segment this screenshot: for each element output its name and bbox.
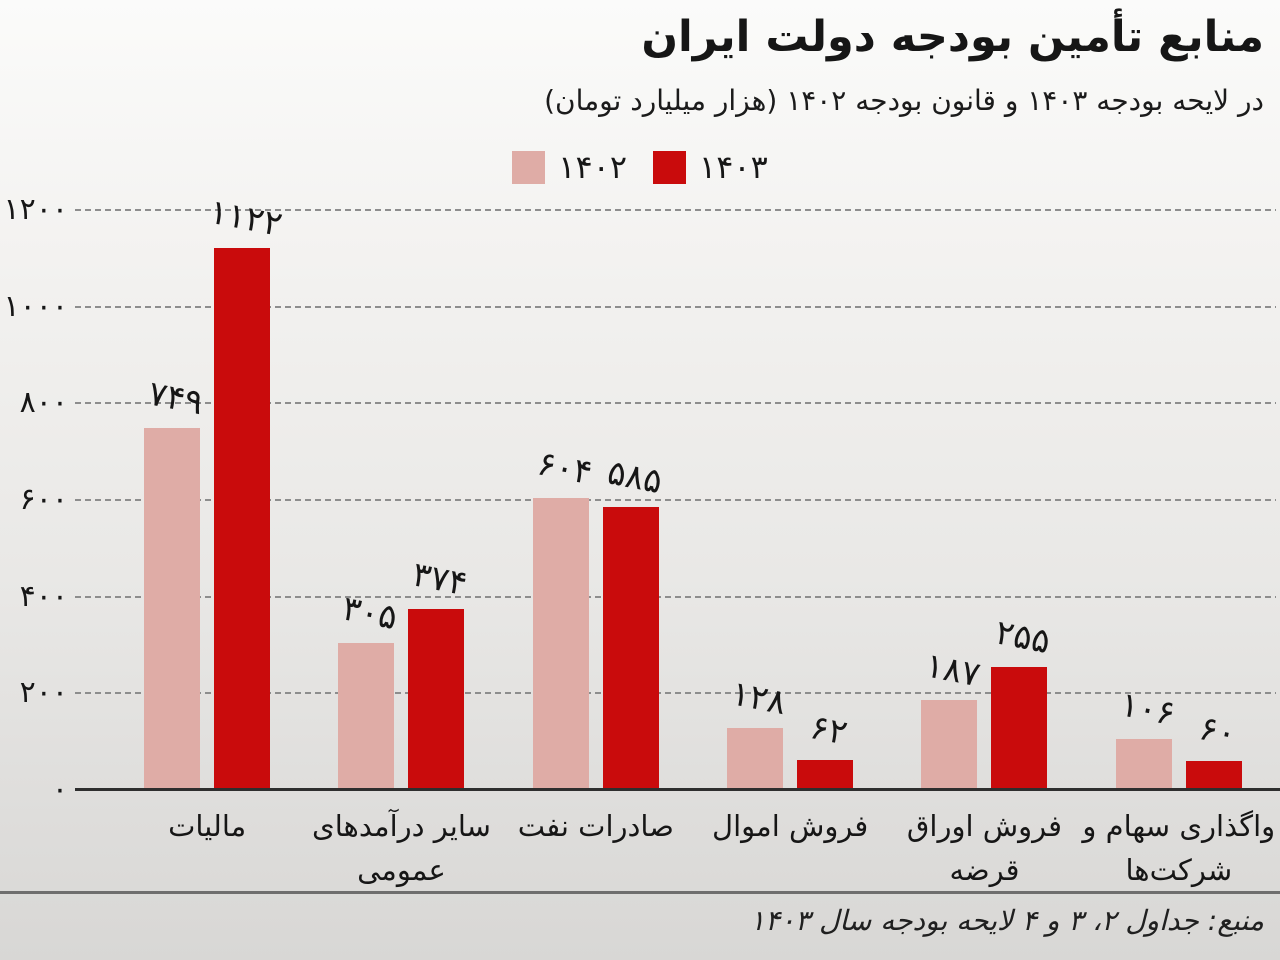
- bar-1402-cat4: ۱۸۷: [921, 646, 984, 790]
- category-label-line: سایر درآمدهای: [312, 809, 491, 843]
- bar-group-2: ۶۰۴ ۵۸۵: [499, 210, 693, 790]
- category-label-line: واگذاری سهام و: [1082, 809, 1276, 843]
- gridline-600: [75, 499, 1276, 501]
- category-label-line: شرکت‌ها: [1125, 853, 1233, 887]
- bar-value-label-1402-cat4: ۱۸۷: [922, 645, 984, 696]
- category-label-line: فروش اموال: [712, 809, 869, 843]
- y-tick-label-200: ۲۰۰: [19, 675, 68, 710]
- bar-group-0: ۷۴۹ ۱۱۲۲: [110, 192, 304, 790]
- bar-group-1: ۳۰۵ ۳۷۴: [304, 210, 498, 790]
- bar-value-label-1403-cat4: ۲۵۵: [992, 612, 1054, 663]
- category-label-line: قرضه: [949, 853, 1020, 887]
- bar-group-3: ۱۲۸ ۶۲: [693, 210, 887, 790]
- legend-item-1402: ۱۴۰۲: [512, 148, 627, 186]
- x-axis-line: [75, 788, 1280, 791]
- bar-1403-cat2: ۵۸۵: [602, 453, 665, 790]
- y-tick-label-1000: ۱۰۰۰: [3, 289, 68, 324]
- category-label-1: سایر درآمدهای عمومی: [304, 804, 498, 892]
- bar-1402-cat3: ۱۲۸: [727, 674, 790, 790]
- y-tick-label-1200: ۱۲۰۰: [3, 192, 68, 227]
- bar-1403-cat3: ۶۲: [797, 707, 854, 790]
- bars-area: ۷۴۹ ۱۱۲۲ ۳۰۵ ۳۷۴ ۶۰۴ ۵۸۵ ۱۲۸ ۶۲ ۱۸۷ ۲۵۵ ۱۰۶ ۶۰: [110, 192, 1276, 790]
- bar-group-5: ۱۰۶ ۶۰: [1082, 210, 1276, 790]
- bar-value-label-1403-cat5: ۶۰: [1195, 708, 1240, 755]
- legend-label-1402: ۱۴۰۲: [558, 148, 627, 186]
- bar-value-label-1402-cat0: ۷۴۹: [145, 373, 207, 424]
- category-label-3: فروش اموال: [693, 804, 887, 892]
- bar-1402-cat2: ۶۰۴: [532, 444, 595, 790]
- legend-swatch-1403: [653, 150, 686, 184]
- bar-1402-cat0: ۷۴۹: [144, 374, 207, 790]
- legend-item-1403: ۱۴۰۳: [653, 148, 768, 186]
- category-label-0: مالیات: [110, 804, 304, 892]
- category-label-line: مالیات: [168, 809, 247, 843]
- bar-value-label-1403-cat3: ۶۲: [807, 707, 851, 754]
- category-label-5: واگذاری سهام و شرکت‌ها: [1082, 804, 1276, 892]
- gridline-1200: [75, 209, 1276, 211]
- gridline-200: [75, 692, 1276, 694]
- chart-title: منابع تأمین بودجه دولت ایران: [641, 12, 1264, 62]
- category-label-2: صادرات نفت: [499, 804, 693, 892]
- bar-1403-cat5: ۶۰: [1185, 708, 1242, 790]
- bar-value-label-1403-cat1: ۳۷۴: [409, 554, 472, 605]
- bar-value-label-1402-cat5: ۱۰۶: [1116, 684, 1179, 735]
- x-axis-category-labels: مالیات سایر درآمدهای عمومی صادرات نفت فروش ا…: [110, 804, 1276, 892]
- gridline-1000: [75, 306, 1276, 308]
- bar-value-label-1402-cat2: ۶۰۴: [533, 443, 596, 494]
- source-note: منبع: جداول ۲، ۳ و ۴ لایحه بودجه سال ۱۴۰…: [749, 904, 1264, 937]
- bar-value-label-1402-cat3: ۱۲۸: [728, 673, 790, 724]
- gridline-800: [75, 402, 1276, 404]
- gridline-400: [75, 596, 1276, 598]
- y-tick-label-0: ۰: [51, 772, 68, 807]
- chart-subtitle: در لایحه بودجه ۱۴۰۳ و قانون بودجه ۱۴۰۲ (…: [544, 84, 1264, 117]
- legend-label-1403: ۱۴۰۳: [699, 148, 768, 186]
- category-label-line: صادرات نفت: [517, 809, 674, 843]
- legend-swatch-1402: [512, 150, 546, 184]
- category-label-line: فروش اوراق: [906, 809, 1063, 843]
- bar-1402-cat5: ۱۰۶: [1115, 685, 1178, 790]
- category-label-4: فروش اوراق قرضه: [887, 804, 1081, 892]
- bar-group-4: ۱۸۷ ۲۵۵: [887, 210, 1081, 790]
- y-tick-label-400: ۴۰۰: [19, 579, 68, 614]
- bar-value-label-1402-cat1: ۳۰۵: [339, 588, 402, 639]
- bar-value-label-1403-cat2: ۵۸۵: [603, 452, 666, 503]
- bar-1402-cat1: ۳۰۵: [338, 589, 401, 790]
- bar-1403-cat4: ۲۵۵: [991, 613, 1054, 790]
- footer-divider: [0, 891, 1280, 894]
- bar-1403-cat1: ۳۷۴: [408, 555, 471, 790]
- legend: ۱۴۰۲ ۱۴۰۳: [0, 148, 1280, 186]
- category-label-line: عمومی: [357, 853, 446, 887]
- y-tick-label-800: ۸۰۰: [19, 385, 68, 420]
- y-tick-label-600: ۶۰۰: [19, 482, 68, 517]
- bar-value-label-1403-cat0: ۱۱۲۲: [206, 191, 286, 245]
- bar-1403-cat0: ۱۱۲۲: [206, 192, 286, 790]
